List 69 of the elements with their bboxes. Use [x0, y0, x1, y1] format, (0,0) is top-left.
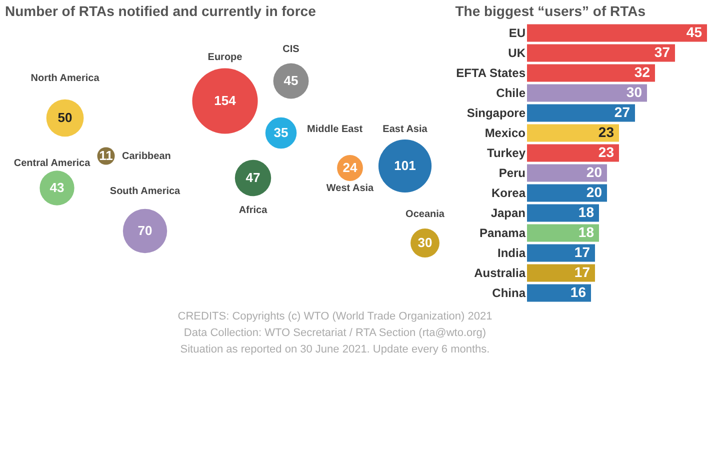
category-label: South America	[110, 186, 181, 197]
y-tick-label: Turkey	[487, 146, 526, 160]
bar	[527, 84, 647, 102]
bar	[527, 44, 675, 62]
y-tick-label: Singapore	[466, 106, 526, 120]
data-label: 11	[99, 148, 113, 163]
category-label: Europe	[208, 52, 243, 63]
bar	[527, 224, 599, 242]
y-tick-label: India	[497, 246, 526, 260]
bar	[527, 104, 635, 122]
data-label: 23	[598, 124, 614, 140]
category-label: Africa	[238, 205, 268, 216]
text: Number of RTAs notified and currently in force	[5, 3, 316, 19]
data-label: 50	[58, 110, 72, 125]
data-label: 70	[138, 223, 152, 238]
category-label: Caribbean	[122, 151, 171, 162]
data-label: 30	[418, 235, 432, 250]
data-label: 17	[574, 264, 590, 280]
data-label: 16	[570, 284, 586, 300]
data-label: 101	[394, 158, 416, 173]
chart-title: The biggest “users” of RTAs	[455, 3, 646, 19]
bar	[527, 184, 607, 202]
y-tick-label: Korea	[491, 186, 526, 200]
text: Situation as reported on 30 June 2021. Update every 6 months.	[180, 344, 490, 356]
text: CREDITS: Copyrights (c) WTO (World Trade Organization) 2021	[178, 310, 492, 322]
y-tick-label: Japan	[490, 206, 526, 220]
data-label: 37	[654, 44, 670, 60]
y-tick-label: EFTA States	[456, 66, 526, 80]
category-label: North America	[30, 73, 100, 84]
bar	[527, 244, 595, 262]
bar	[527, 164, 607, 182]
y-tick-label: UK	[508, 46, 526, 60]
data-label: 18	[578, 224, 594, 240]
category-label: Central America	[14, 158, 91, 169]
y-tick-label: Australia	[474, 266, 526, 280]
data-label: 18	[578, 204, 594, 220]
bar	[527, 124, 619, 142]
category-label: East Asia	[382, 124, 428, 135]
data-label: 32	[634, 64, 650, 80]
y-tick-label: EU	[508, 26, 526, 40]
data-label: 154	[214, 93, 237, 108]
data-label: 20	[586, 184, 602, 200]
category-label: West Asia	[326, 183, 374, 194]
y-tick-label: Panama	[479, 226, 526, 240]
category-label: Middle East	[307, 124, 364, 135]
bar	[527, 204, 599, 222]
y-tick-label: Chile	[496, 86, 526, 100]
bar	[527, 144, 619, 162]
data-label: 20	[586, 164, 602, 180]
data-label: 24	[342, 160, 358, 175]
y-tick-label: Peru	[498, 166, 526, 180]
data-label: 45	[686, 24, 702, 40]
data-label: 23	[598, 144, 614, 160]
text: Data Collection: WTO Secretariat / RTA Section (rta@wto.org)	[184, 327, 486, 339]
data-label: 43	[50, 180, 64, 195]
bar	[527, 264, 595, 282]
bar	[527, 24, 707, 42]
bar	[527, 284, 591, 302]
data-label: 27	[614, 104, 630, 120]
bar	[527, 64, 655, 82]
category-label: CIS	[282, 44, 300, 55]
category-label: Oceania	[406, 209, 445, 220]
data-label: 45	[284, 73, 298, 88]
data-label: 35	[274, 125, 288, 140]
y-tick-label: Mexico	[484, 126, 526, 140]
data-label: 47	[246, 170, 260, 185]
data-label: 30	[626, 84, 642, 100]
y-tick-label: China	[492, 286, 526, 300]
data-label: 17	[574, 244, 590, 260]
